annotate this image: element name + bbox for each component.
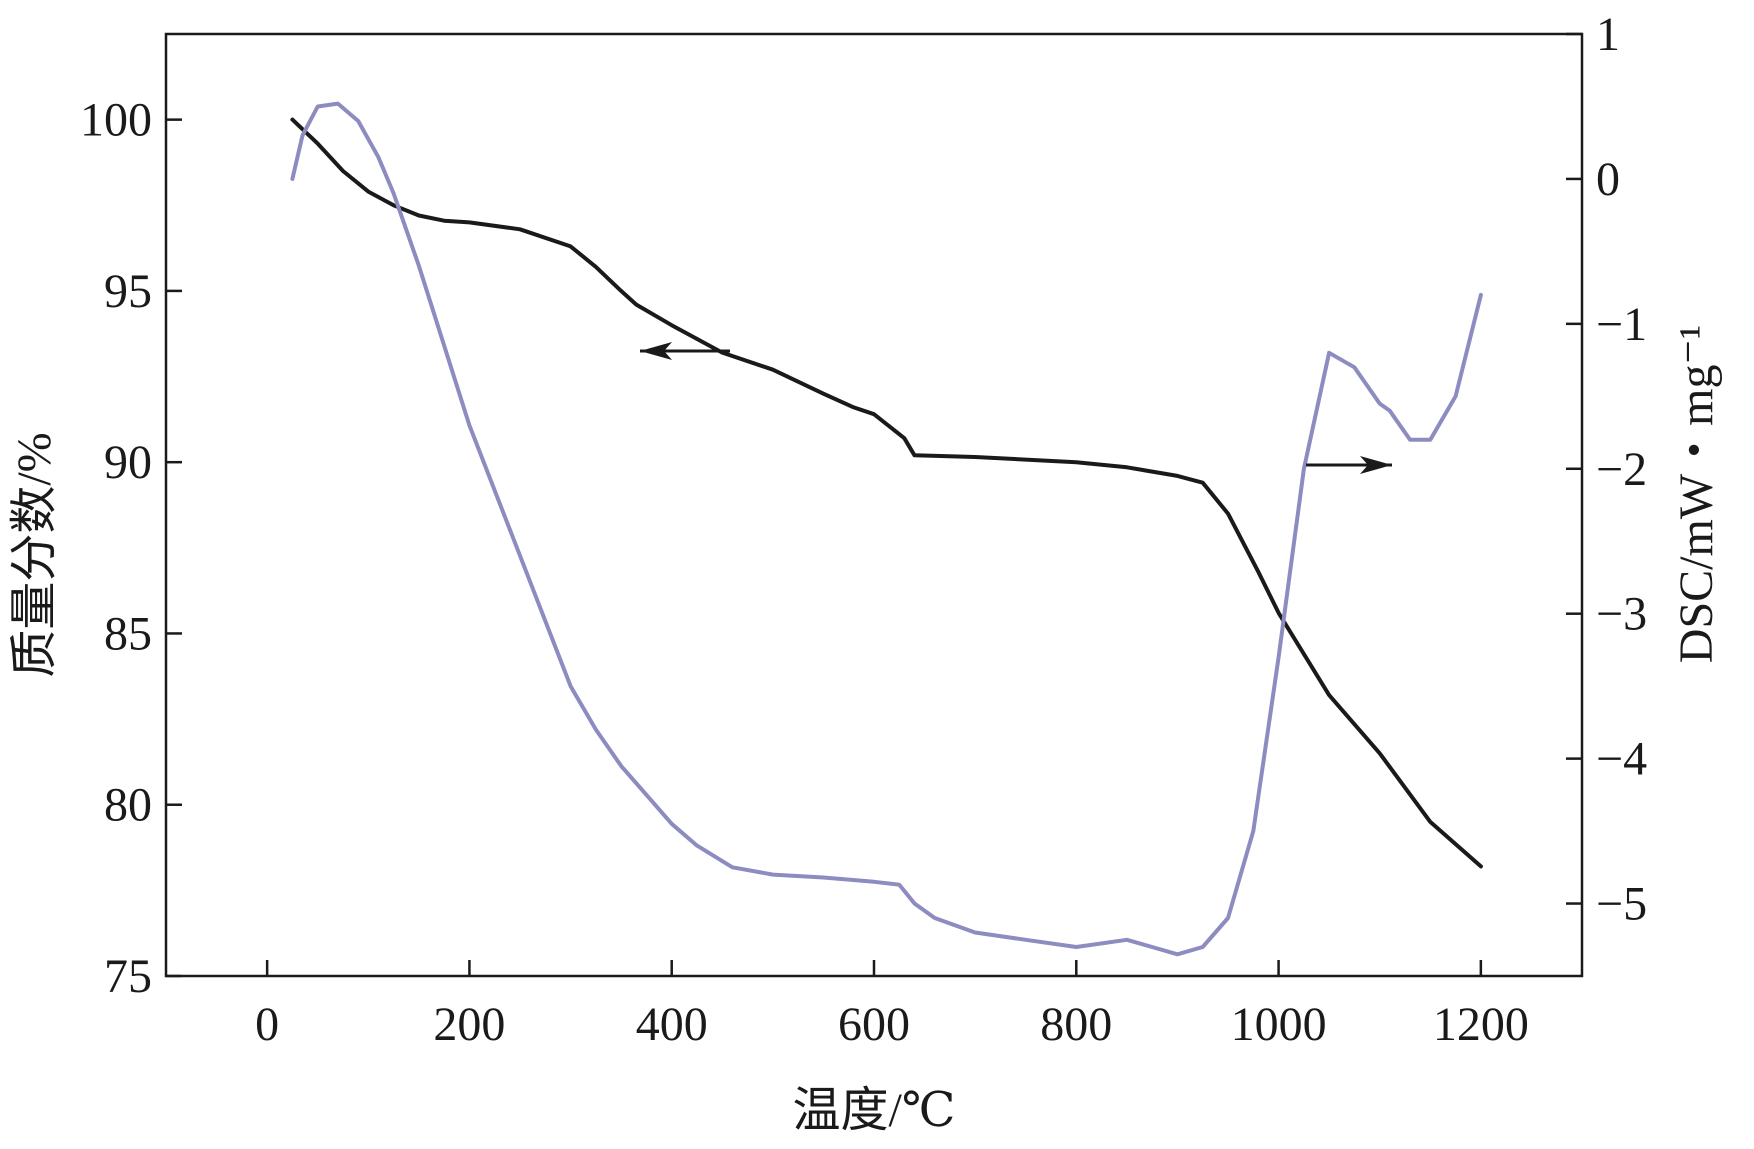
- series-layer: [290, 101, 1483, 957]
- x-tick-label: 200: [433, 998, 505, 1051]
- right-tick-label: −3: [1596, 588, 1647, 641]
- right-axis-ticks: 1 0 −1 −2 −3 −4 −5: [1566, 8, 1647, 931]
- left-tick-label: 75: [104, 950, 152, 1003]
- x-tick-label: 800: [1040, 998, 1112, 1051]
- dsc-series-line: [290, 101, 1483, 957]
- right-tick-label: −4: [1596, 733, 1647, 786]
- plot-frame: [164, 32, 1584, 978]
- left-tick-label: 85: [104, 607, 152, 660]
- x-axis-label: 温度/℃: [792, 1084, 955, 1137]
- left-axis-label: 质量分数/%: [8, 432, 61, 677]
- right-tick-label: −2: [1596, 443, 1647, 496]
- right-tick-label: −5: [1596, 878, 1647, 931]
- left-tick-label: 95: [104, 265, 152, 318]
- x-tick-label: 1200: [1433, 998, 1529, 1051]
- arrow-to-right-axis: [1306, 456, 1392, 474]
- left-tick-label: 90: [104, 436, 152, 489]
- x-tick-label: 1000: [1231, 998, 1327, 1051]
- left-tick-label: 80: [104, 779, 152, 832]
- right-axis-label: DSC/mW・mg⁻¹: [1670, 325, 1723, 663]
- x-tick-label: 400: [636, 998, 708, 1051]
- left-axis-ticks: 75 80 85 90 95 100: [80, 94, 182, 1003]
- annotation-arrows: [640, 342, 1392, 474]
- x-axis-ticks: 0 200 400 600 800 1000 1200: [255, 960, 1529, 1051]
- x-tick-label: 0: [255, 998, 279, 1051]
- arrow-to-left-axis: [640, 342, 730, 360]
- right-tick-label: 0: [1596, 153, 1620, 206]
- right-tick-label: −1: [1596, 298, 1647, 351]
- right-tick-label: 1: [1596, 8, 1620, 61]
- x-tick-label: 600: [838, 998, 910, 1051]
- left-tick-label: 100: [80, 94, 152, 147]
- mass-series-line: [290, 117, 1483, 869]
